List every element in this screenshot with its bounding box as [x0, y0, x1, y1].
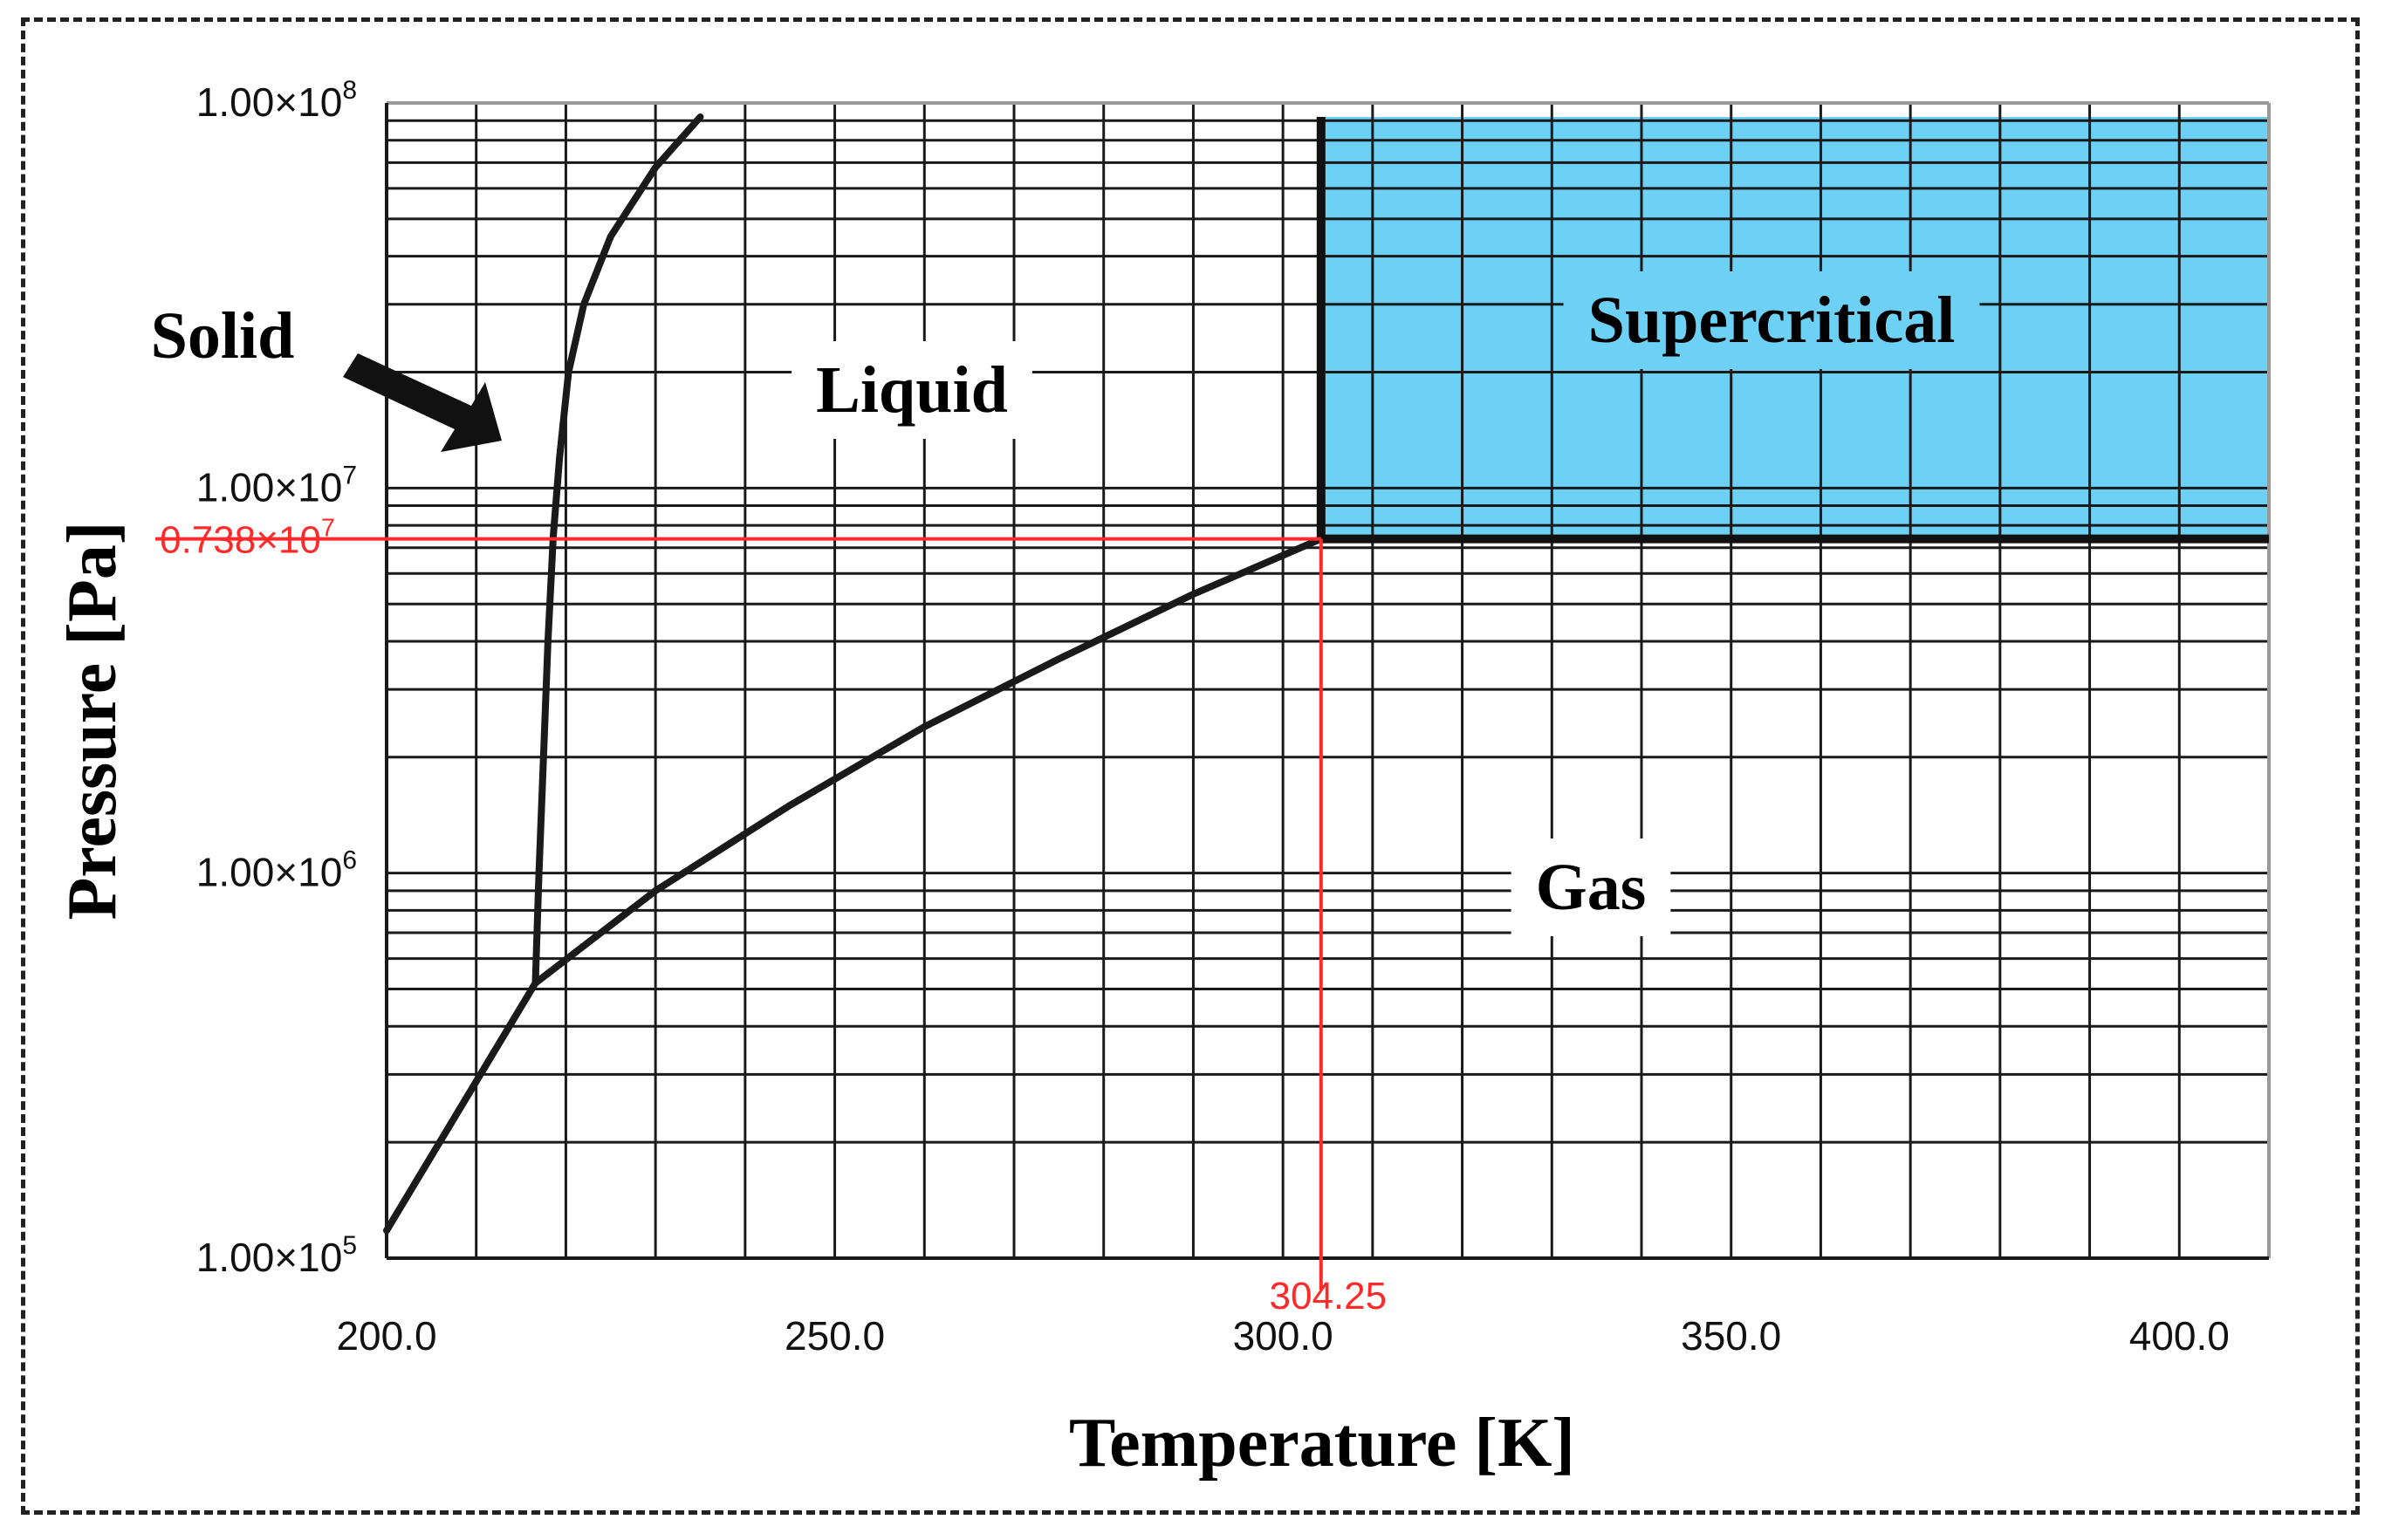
- x-tick-label: 250.0: [785, 1313, 885, 1359]
- solid-label: Solid: [151, 299, 295, 373]
- y-tick-label: 1.00×108: [196, 76, 357, 125]
- super-label-background: [1563, 271, 1980, 369]
- gas-label: Gas: [1536, 851, 1647, 924]
- supercritical-label: Supercritical: [1588, 284, 1956, 357]
- critical-temperature-label: 304.25: [1270, 1275, 1388, 1318]
- grid: [385, 101, 2271, 1260]
- x-tick-label: 200.0: [336, 1313, 436, 1359]
- chart-border: [21, 17, 2360, 1515]
- vaporization-curve: [531, 535, 1325, 987]
- critical-point-markers: [155, 537, 1323, 1290]
- y-tick-label: 1.00×106: [196, 846, 357, 895]
- y-axis-title: Pressure [Pa]: [54, 522, 131, 921]
- gas-label-background: [1511, 838, 1671, 936]
- sublimation-curve: [383, 979, 539, 1235]
- solid-arrow-icon: [343, 353, 502, 452]
- liquid-label: Liquid: [816, 353, 1008, 427]
- label-backgrounds: [792, 271, 1980, 936]
- critical-pressure-label: 0.738×107: [160, 515, 335, 562]
- y-tick-label: 1.00×107: [196, 461, 357, 510]
- x-tick-label: 300.0: [1233, 1313, 1333, 1359]
- tick-labels: 200.0 250.0 300.0 350.0 400.0 1.00×105 1.00×10…: [160, 76, 2230, 1359]
- liquid-label-background: [792, 341, 1032, 439]
- x-tick-label: 350.0: [1681, 1313, 1781, 1359]
- x-axis-title: Temperature [K]: [1069, 1405, 1575, 1482]
- x-tick-label: 400.0: [2129, 1313, 2230, 1359]
- critical-boundaries: [1316, 116, 2269, 544]
- y-tick-label: 1.00×105: [196, 1231, 357, 1280]
- phase-boundary-lines: [383, 113, 1325, 1235]
- melting-curve: [531, 113, 704, 987]
